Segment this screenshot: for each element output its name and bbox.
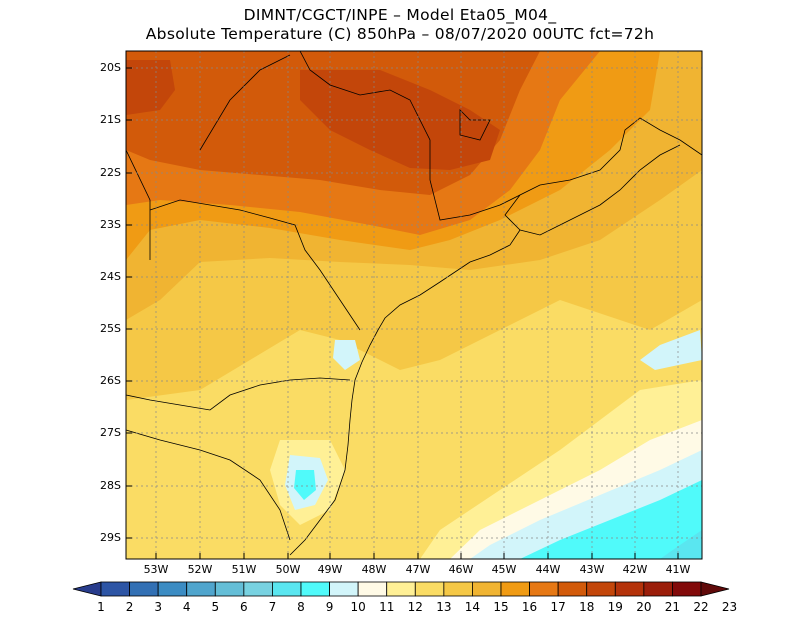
colorbar-label: 12 — [407, 600, 423, 614]
lon-label: 41W — [665, 563, 691, 576]
colorbar-swatch — [586, 581, 616, 597]
lon-label: 53W — [143, 563, 169, 576]
state-border-west — [126, 149, 151, 260]
lat-label: 28S — [100, 479, 121, 492]
lat-label: 22S — [100, 166, 121, 179]
colorbar-swatch — [386, 581, 416, 597]
colorbar-label: 13 — [436, 600, 452, 614]
colorbar-label: 10 — [350, 600, 366, 614]
field-8-9-southeast — [660, 530, 702, 559]
colorbar-swatch — [186, 581, 216, 597]
colorbar-swatch — [557, 581, 588, 597]
reservoir — [459, 109, 491, 141]
lat-label: 26S — [100, 374, 121, 387]
colorbar-label: 8 — [297, 600, 305, 614]
colorbar-swatch — [529, 581, 559, 597]
title-line-2: Absolute Temperature (C) 850hPa – 08/07/… — [145, 25, 655, 43]
field-19-20-west — [126, 60, 175, 115]
colorbar-label: 3 — [154, 600, 162, 614]
lon-label: 45W — [491, 563, 517, 576]
colorbar — [72, 581, 730, 597]
colorbar-swatch — [272, 581, 302, 597]
title-line-1: DIMNT/CGCT/INPE – Model Eta05_M04_ — [243, 6, 557, 24]
state-border-sc-rs — [126, 429, 291, 541]
colorbar-swatch — [672, 581, 702, 597]
lon-label: 52W — [187, 563, 213, 576]
lon-label: 46W — [448, 563, 474, 576]
colorbar-label: 2 — [125, 600, 134, 614]
colorbar-label: 5 — [211, 600, 220, 614]
colorbar-swatch — [329, 581, 359, 597]
colorbar-swatch — [157, 581, 188, 597]
colorbar-label: 21 — [664, 600, 681, 614]
lat-label: 27S — [100, 426, 121, 439]
colorbar-label: 1 — [97, 600, 105, 614]
lon-label: 47W — [405, 563, 431, 576]
temperature-field — [126, 51, 702, 559]
lat-label: 20S — [100, 61, 121, 74]
colorbar-label: 14 — [464, 600, 481, 614]
colorbar-label: 11 — [379, 600, 395, 614]
lat-label: 23S — [100, 218, 121, 231]
colorbar-label: 18 — [579, 600, 595, 614]
colorbar-swatch — [72, 581, 102, 597]
colorbar-swatch — [100, 581, 130, 597]
lat-label: 24S — [100, 270, 121, 283]
state-border-pr-sc — [126, 377, 351, 411]
lat-label: 29S — [100, 531, 121, 544]
state-border-mg-sp — [299, 51, 521, 221]
colorbar-swatch — [443, 581, 473, 597]
lat-label: 25S — [100, 322, 121, 335]
colorbar-label: 16 — [521, 600, 538, 614]
colorbar-label: 15 — [493, 600, 509, 614]
colorbar-label: 7 — [268, 600, 277, 614]
colorbar-label: 4 — [182, 600, 191, 614]
state-border-sp-pr — [149, 199, 361, 331]
map-frame — [125, 50, 703, 560]
colorbar-swatch — [243, 581, 273, 597]
lon-label: 43W — [579, 563, 605, 576]
colorbar-swatch — [472, 581, 502, 597]
colorbar-label: 6 — [240, 600, 248, 614]
colorbar-swatch — [214, 581, 245, 597]
field-9-10-southeast — [520, 480, 702, 559]
lat-label: 21S — [100, 113, 121, 126]
field-10-11-east — [640, 330, 702, 370]
lon-label: 42W — [622, 563, 648, 576]
colorbar-swatch — [614, 581, 645, 597]
colorbar-label: 19 — [607, 600, 623, 614]
lon-label: 49W — [317, 563, 343, 576]
lon-label: 51W — [231, 563, 257, 576]
axis-ticks — [126, 67, 679, 559]
lon-label: 48W — [361, 563, 387, 576]
colorbar-label: 20 — [636, 600, 652, 614]
colorbar-swatch — [500, 581, 530, 597]
field-19-20 — [300, 70, 500, 170]
field-10-11-coastal — [333, 340, 360, 370]
colorbar-swatch — [129, 581, 159, 597]
lon-label: 50W — [275, 563, 301, 576]
coastline-islands — [519, 144, 681, 236]
grid-lines — [126, 51, 702, 559]
lon-label: 44W — [535, 563, 561, 576]
colorbar-swatch — [357, 581, 388, 597]
river-border-north — [199, 54, 291, 151]
colorbar-swatch — [414, 581, 445, 597]
colorbar-label: 23 — [721, 600, 738, 614]
colorbar-label: 9 — [325, 600, 334, 614]
colorbar-swatch — [700, 581, 730, 597]
colorbar-label: 22 — [693, 600, 709, 614]
colorbar-label: 17 — [550, 600, 566, 614]
colorbar-swatch — [300, 581, 330, 597]
colorbar-swatch — [643, 581, 673, 597]
field-9-10-inland — [294, 470, 316, 500]
